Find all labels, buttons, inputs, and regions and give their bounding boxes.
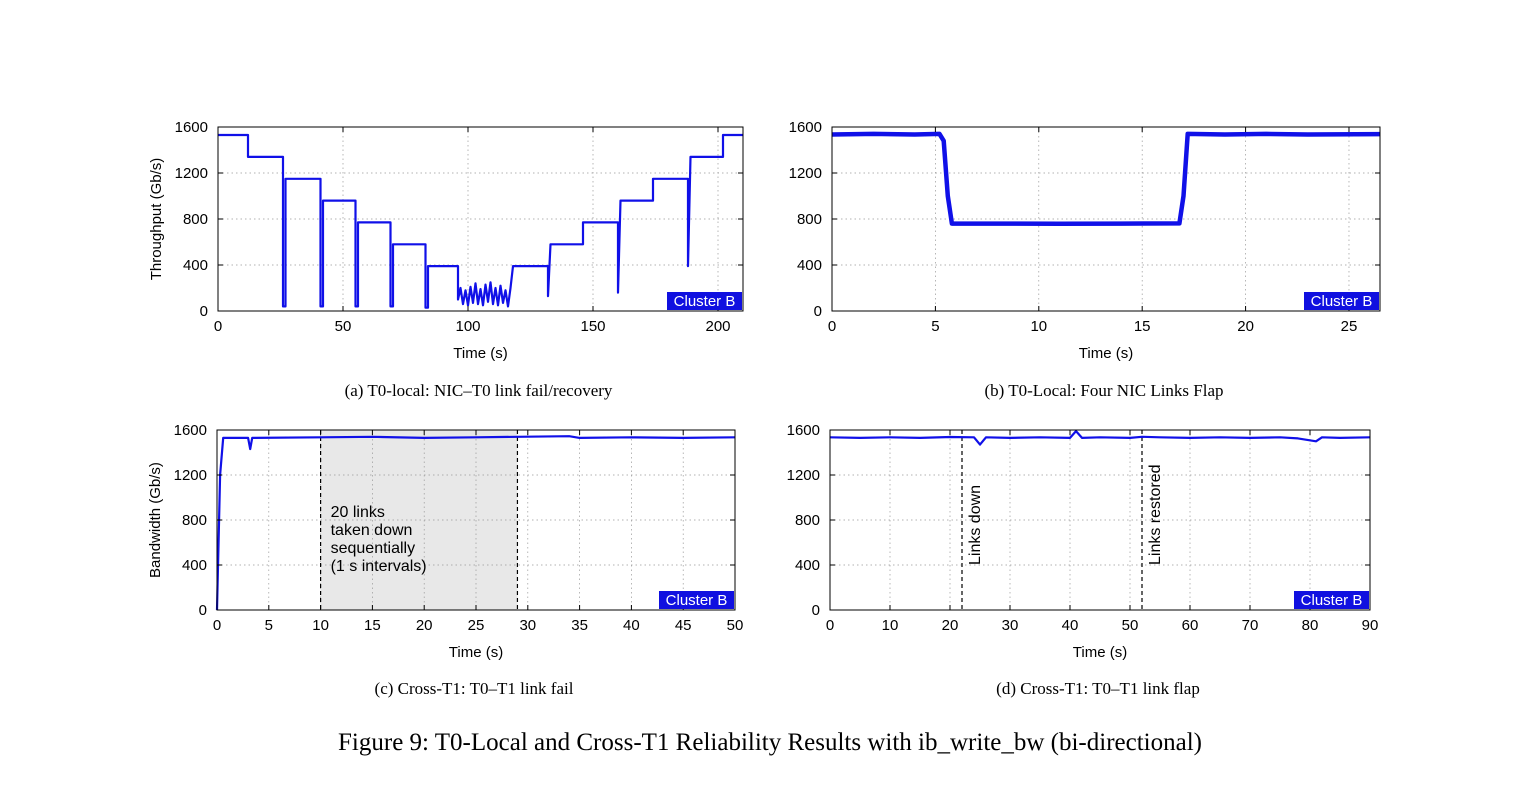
y-axis-label: Bandwidth (Gb/s) — [147, 462, 164, 578]
cluster-badge-text: Cluster B — [1301, 592, 1363, 609]
cluster-badge-text: Cluster B — [1311, 293, 1373, 310]
x-tick-label: 0 — [826, 617, 834, 634]
x-tick-label: 10 — [882, 617, 899, 634]
y-tick-label: 1200 — [789, 165, 822, 182]
chart-b: 0 5 10 15 20 25 0 400 800 1200 1600 Time (s) Cluster… — [789, 119, 1381, 400]
series-line-c — [215, 435, 736, 611]
x-tick-label: 150 — [580, 318, 605, 335]
x-tick-label: 20 — [416, 617, 433, 634]
panel-caption: (c) Cross-T1: T0–T1 link fail — [375, 679, 574, 698]
annotation-text: taken down — [331, 522, 413, 539]
panel-caption: (a) T0-local: NIC–T0 link fail/recovery — [345, 381, 613, 400]
x-tick-label: 30 — [1002, 617, 1019, 634]
y-tick-label: 400 — [797, 257, 822, 274]
y-tick-label: 800 — [182, 512, 207, 529]
x-tick-label: 25 — [468, 617, 485, 634]
x-tick-label: 50 — [335, 318, 352, 335]
annotation-text: (1 s intervals) — [331, 558, 427, 575]
x-tick-label: 100 — [455, 318, 480, 335]
annotation-text: sequentially — [331, 540, 416, 557]
x-tick-label: 40 — [623, 617, 640, 634]
y-tick-label: 1600 — [787, 422, 820, 439]
y-tick-label: 1600 — [174, 422, 207, 439]
x-tick-label: 40 — [1062, 617, 1079, 634]
chart-d: 0 10 20 30 40 50 60 70 80 90 0 400 800 1200 1600 Time (… — [787, 422, 1379, 698]
cluster-badge — [1294, 591, 1369, 609]
y-tick-label: 800 — [795, 512, 820, 529]
x-tick-label: 70 — [1242, 617, 1259, 634]
series-line-d — [829, 430, 1371, 446]
y-tick-label: 800 — [797, 211, 822, 228]
cluster-badge-text: Cluster B — [666, 592, 728, 609]
y-tick-label: 1600 — [789, 119, 822, 136]
y-tick-label: 800 — [183, 211, 208, 228]
x-axis-label: Time (s) — [1079, 345, 1133, 362]
x-tick-label: 200 — [705, 318, 730, 335]
x-tick-label: 10 — [312, 617, 329, 634]
series-line-a — [218, 133, 743, 309]
x-axis-label: Time (s) — [1073, 644, 1127, 661]
y-tick-label: 400 — [795, 557, 820, 574]
cluster-badge — [659, 591, 734, 609]
x-tick-label: 35 — [571, 617, 588, 634]
event-marker-label: Links down — [967, 485, 984, 565]
y-tick-label: 1600 — [175, 119, 208, 136]
x-tick-label: 20 — [942, 617, 959, 634]
x-tick-label: 30 — [519, 617, 536, 634]
x-tick-label: 0 — [828, 318, 836, 335]
x-tick-label: 25 — [1341, 318, 1358, 335]
y-tick-label: 1200 — [174, 467, 207, 484]
chart-c: 0 5 10 15 20 25 30 35 40 45 50 0 400 800 1200 1600 Time … — [147, 422, 743, 698]
x-tick-label: 10 — [1030, 318, 1047, 335]
y-tick-label: 400 — [183, 257, 208, 274]
x-tick-label: 90 — [1362, 617, 1379, 634]
y-tick-label: 0 — [199, 602, 207, 619]
figure-caption: Figure 9: T0-Local and Cross-T1 Reliabil… — [338, 729, 1202, 756]
x-tick-label: 15 — [1134, 318, 1151, 335]
x-tick-label: 50 — [1122, 617, 1139, 634]
x-tick-label: 60 — [1182, 617, 1199, 634]
y-tick-label: 0 — [814, 303, 822, 320]
y-axis-label: Throughput (Gb/s) — [148, 158, 165, 281]
y-tick-label: 400 — [182, 557, 207, 574]
x-tick-label: 15 — [364, 617, 381, 634]
x-tick-label: 0 — [213, 617, 221, 634]
x-axis-label: Time (s) — [453, 345, 507, 362]
cluster-badge — [1304, 292, 1379, 310]
x-tick-label: 80 — [1302, 617, 1319, 634]
event-marker-label: Links restored — [1147, 465, 1164, 566]
x-tick-label: 20 — [1237, 318, 1254, 335]
x-tick-label: 5 — [265, 617, 273, 634]
x-tick-label: 50 — [727, 617, 744, 634]
x-tick-label: 5 — [931, 318, 939, 335]
x-axis-label: Time (s) — [449, 644, 503, 661]
panel-caption: (d) Cross-T1: T0–T1 link flap — [996, 679, 1200, 698]
y-tick-label: 1200 — [787, 467, 820, 484]
cluster-badge — [667, 292, 742, 310]
y-tick-label: 1200 — [175, 165, 208, 182]
x-tick-label: 0 — [214, 318, 222, 335]
chart-a: 0 50 100 150 200 0 400 800 1200 1600 Time (s) Throu… — [148, 119, 744, 400]
cluster-badge-text: Cluster B — [674, 293, 736, 310]
y-tick-label: 0 — [200, 303, 208, 320]
annotation-text: 20 links — [331, 504, 385, 521]
series-line-b — [831, 131, 1381, 227]
x-tick-label: 45 — [675, 617, 692, 634]
panel-caption: (b) T0-Local: Four NIC Links Flap — [984, 381, 1223, 400]
y-tick-label: 0 — [812, 602, 820, 619]
